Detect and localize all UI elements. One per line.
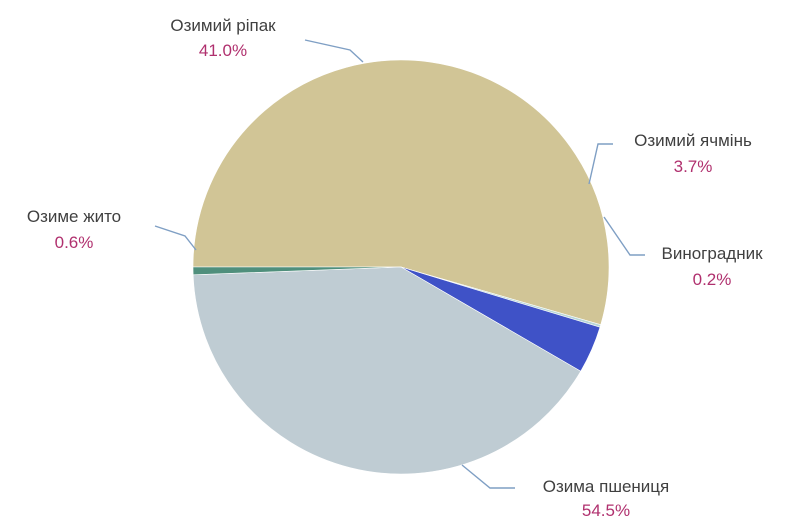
label-yachmin-value: 3.7% — [674, 157, 713, 176]
leader-lines — [154, 39, 645, 489]
label-ripak-value: 41.0% — [199, 41, 247, 60]
pie-slice-ripak — [192, 266, 582, 475]
leader-line-vynohradnyk — [603, 216, 645, 256]
leader-line-pshenytsia — [461, 464, 515, 489]
label-yachmin-name: Озимий ячмінь — [634, 131, 752, 150]
label-vynohradnyk-name: Виноградник — [661, 244, 763, 263]
label-pshenytsia-value: 54.5% — [582, 501, 630, 519]
pie-slices — [192, 59, 610, 475]
leader-line-ripak — [304, 39, 364, 63]
label-zhyto-value: 0.6% — [55, 233, 94, 252]
label-ripak-name: Озимий ріпак — [170, 16, 276, 35]
label-zhyto-name: Озиме жито — [27, 207, 121, 226]
leader-line-yachmin — [588, 143, 613, 185]
leader-line-zhyto — [154, 225, 197, 251]
pie-slice-pshenytsia — [192, 59, 610, 326]
pie-slice-zhyto — [192, 266, 402, 276]
label-pshenytsia-name: Озима пшениця — [543, 477, 670, 496]
label-vynohradnyk-value: 0.2% — [693, 270, 732, 289]
